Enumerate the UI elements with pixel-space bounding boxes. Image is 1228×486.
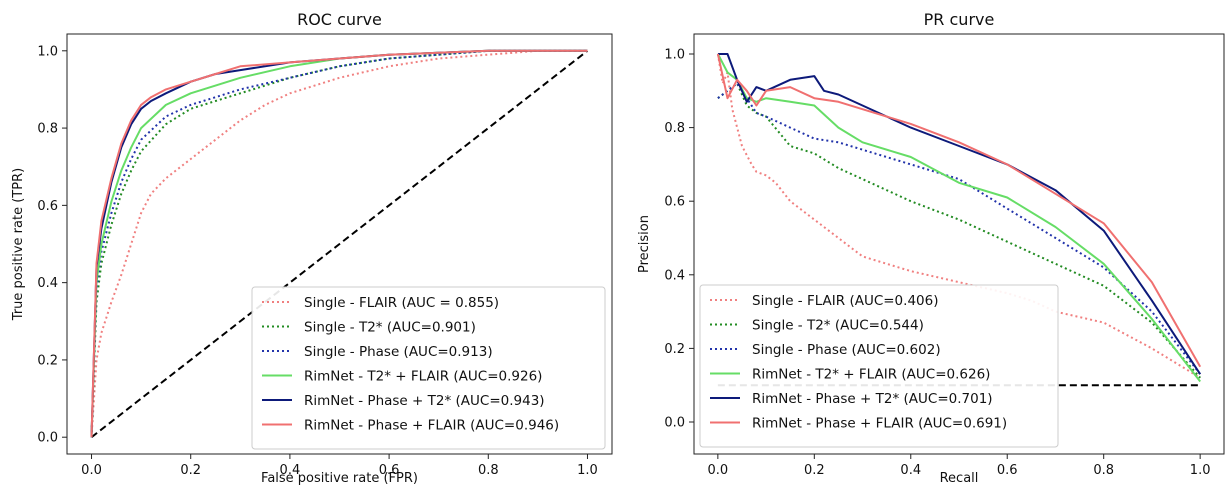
legend: Single - FLAIR (AUC = 0.855) Single - T2*… xyxy=(251,286,606,450)
legend-box xyxy=(251,286,606,450)
x-tick-label: 1.0 xyxy=(1190,463,1211,478)
chart-title: ROC curve xyxy=(297,10,382,29)
legend-entry-label: Single - Phase (AUC=0.602) xyxy=(752,342,941,358)
x-axis-label: Recall xyxy=(940,471,979,486)
series-line-5 xyxy=(717,53,1202,375)
legend-entry-label: Single - FLAIR (AUC = 0.855) xyxy=(304,295,499,311)
x-tick-label: 0.8 xyxy=(478,463,499,478)
legend-entry-label: Single - Phase (AUC=0.913) xyxy=(304,344,493,360)
plot-frame xyxy=(66,33,613,455)
series-line-2 xyxy=(717,82,1201,379)
y-tick-label: 0.0 xyxy=(664,416,685,431)
x-tick-label: 0.8 xyxy=(1093,463,1114,478)
legend-entry-label: Single - T2* (AUC=0.544) xyxy=(752,318,924,334)
series-line-6 xyxy=(716,53,1202,368)
y-tick-label: 0.8 xyxy=(664,121,685,136)
legend-entry-label: RimNet - Phase + FLAIR (AUC=0.691) xyxy=(752,416,1007,432)
legend-entry-label: Single - T2* (AUC=0.901) xyxy=(304,320,476,336)
y-tick-label: 0.0 xyxy=(37,431,58,446)
legend: Single - FLAIR (AUC=0.406) Single - T2* (… xyxy=(699,284,1059,448)
series-line-6 xyxy=(90,49,588,438)
legend-box xyxy=(699,284,1059,448)
x-tick-label: 0.0 xyxy=(708,463,729,478)
y-tick-label: 0.2 xyxy=(664,342,685,357)
y-tick-label: 1.0 xyxy=(664,48,685,63)
x-tick-label: 0.2 xyxy=(180,463,201,478)
x-tick-label: 0.2 xyxy=(804,463,825,478)
plot-frame xyxy=(693,33,1225,455)
legend-entry-label: RimNet - Phase + T2* (AUC=0.701) xyxy=(752,391,993,407)
x-tick-label: 0.4 xyxy=(280,463,301,478)
chart-panel-2: PR curve 0.0 0.2 0.4 0.6 0.8 1.0 0.0 0.2 0.4 0.6 0.… xyxy=(637,10,1225,486)
legend-entry-label: RimNet - Phase + T2* (AUC=0.943) xyxy=(304,393,545,409)
legend-entry-label: Single - FLAIR (AUC=0.406) xyxy=(752,293,938,309)
y-axis-label: Precision xyxy=(637,215,652,273)
x-tick-label: 0.0 xyxy=(81,463,102,478)
legend-entry-label: RimNet - Phase + FLAIR (AUC=0.946) xyxy=(304,418,559,434)
y-tick-label: 1.0 xyxy=(37,44,58,59)
x-axis-label: False positive rate (FPR) xyxy=(261,471,418,486)
series-line-1 xyxy=(90,49,588,438)
x-tick-label: 1.0 xyxy=(577,463,598,478)
y-axis-label: True positive rate (TPR) xyxy=(11,168,26,321)
x-tick-label: 0.6 xyxy=(379,463,400,478)
legend-entry-label: RimNet - T2* + FLAIR (AUC=0.626) xyxy=(752,367,990,383)
y-tick-label: 0.4 xyxy=(664,268,685,283)
legend-entry-label: RimNet - T2* + FLAIR (AUC=0.926) xyxy=(304,369,542,385)
chart-panel-1: ROC curve 0.0 0.2 0.4 0.6 0.8 1.0 0.0 0.2 0.4 0.6 0… xyxy=(11,10,613,486)
chart-title: PR curve xyxy=(924,10,995,29)
y-tick-label: 0.6 xyxy=(664,195,685,210)
y-tick-label: 0.8 xyxy=(37,122,58,137)
x-tick-label: 0.6 xyxy=(997,463,1018,478)
reference-line xyxy=(90,50,589,438)
y-tick-label: 0.4 xyxy=(37,276,58,291)
y-tick-label: 0.2 xyxy=(37,353,58,368)
x-tick-label: 0.4 xyxy=(900,463,921,478)
y-tick-label: 0.6 xyxy=(37,199,58,214)
